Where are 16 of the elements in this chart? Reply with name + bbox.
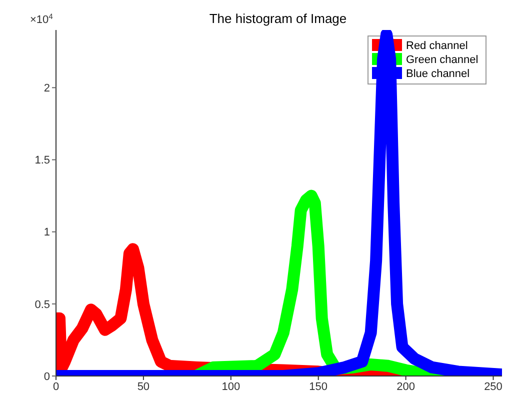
x-tick-label: 0	[52, 380, 60, 393]
legend-label: Blue channel	[406, 68, 470, 80]
legend-label: Green channel	[406, 54, 478, 66]
x-tick-label: 100	[222, 380, 240, 393]
chart-title: The histogram of Image	[209, 11, 347, 26]
x-tick-label: 150	[309, 380, 328, 393]
text: ×10$^{4}$	[30, 12, 54, 26]
y-tick-label: 2	[44, 82, 50, 95]
x-tick-label: 50	[137, 380, 150, 393]
x-tick-label: 250	[484, 380, 502, 393]
x-tick-label: 200	[396, 380, 415, 393]
legend-label: Red channel	[406, 40, 468, 52]
y-tick-label: 1.5	[34, 154, 50, 167]
y-tick-label: 0.5	[34, 298, 50, 311]
y-tick-label: 1	[44, 226, 50, 239]
y-tick-label: 0	[44, 370, 50, 383]
